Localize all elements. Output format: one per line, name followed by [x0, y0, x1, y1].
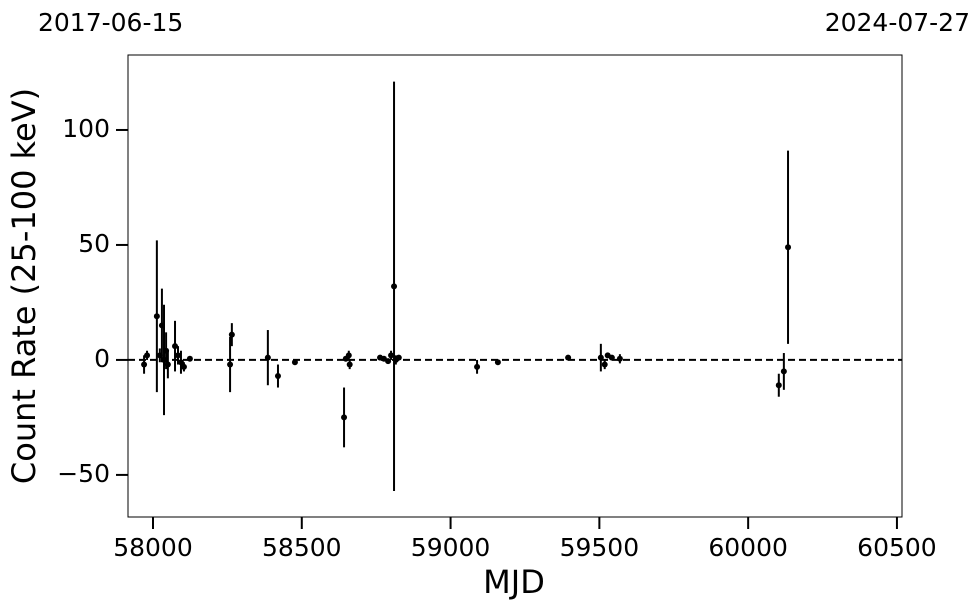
data-point	[780, 368, 787, 375]
data-point	[164, 361, 171, 368]
data-point	[346, 361, 353, 368]
data-point	[597, 354, 604, 361]
data-point	[601, 361, 608, 368]
data-point	[494, 359, 501, 366]
end-date: 2024-07-27	[825, 8, 970, 37]
plot-frame	[127, 54, 903, 518]
data-point	[474, 363, 481, 370]
data-point	[227, 361, 234, 368]
x-tick-label: 58500	[262, 533, 342, 562]
x-tick-label: 58000	[113, 533, 193, 562]
start-date: 2017-06-15	[38, 8, 183, 37]
data-point	[180, 363, 187, 370]
data-point	[274, 373, 281, 380]
y-tick-label: 100	[62, 114, 110, 143]
y-tick-label: −50	[57, 459, 110, 488]
x-tick-label: 59000	[411, 533, 491, 562]
data-point	[186, 355, 193, 362]
y-tick-label: 50	[78, 229, 110, 258]
data-point	[608, 354, 615, 361]
data-point	[565, 354, 572, 361]
data-point	[172, 343, 179, 350]
x-tick-label: 59500	[560, 533, 640, 562]
data-point	[228, 331, 235, 338]
data-point	[144, 352, 151, 359]
data-point	[141, 361, 148, 368]
data-point	[775, 382, 782, 389]
data-point	[785, 244, 792, 251]
data-point	[341, 414, 348, 421]
data-point	[291, 359, 298, 366]
data-point	[391, 283, 398, 290]
data-point	[385, 358, 392, 365]
y-axis-label: Count Rate (25-100 keV)	[5, 88, 43, 484]
x-tick-label: 60000	[708, 533, 788, 562]
data-point	[153, 313, 160, 320]
data-point	[177, 359, 184, 366]
data-point	[264, 354, 271, 361]
data-point	[616, 355, 623, 362]
data-point	[174, 352, 181, 359]
x-tick-label: 60500	[857, 533, 937, 562]
y-tick-label: 0	[94, 344, 110, 373]
x-axis-label: MJD	[483, 563, 545, 601]
data-point	[345, 352, 352, 359]
data-point	[395, 354, 402, 361]
data-point	[388, 352, 395, 359]
